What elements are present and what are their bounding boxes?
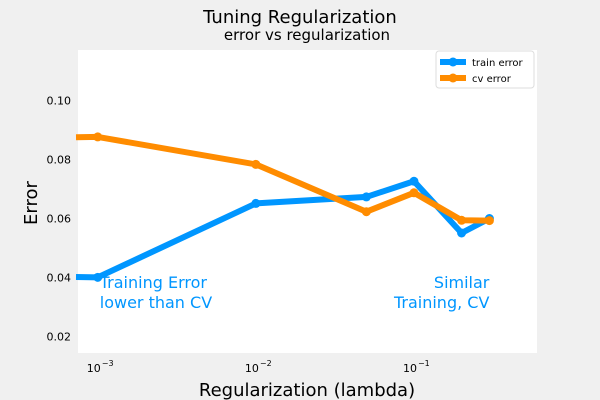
legend-label: train error <box>472 58 524 69</box>
data-point <box>93 272 103 282</box>
legend-label: cv error <box>472 74 512 85</box>
x-tick-exponent: −3 <box>102 359 114 368</box>
y-tick-label: 0.08 <box>47 153 72 166</box>
data-point <box>484 216 494 226</box>
x-tick-label: 10 <box>403 362 417 375</box>
y-tick-label: 0.06 <box>47 212 72 225</box>
chart-title: Tuning Regularization <box>202 7 397 28</box>
series-group <box>75 132 494 282</box>
x-tick-exponent: −2 <box>260 359 272 368</box>
x-tick-exponent: −1 <box>418 359 430 368</box>
y-tick-label: 0.10 <box>47 94 72 107</box>
data-point <box>361 192 371 202</box>
legend-swatch-marker <box>448 57 458 67</box>
annotation-text: Training, CV <box>393 293 489 312</box>
legend-swatch-marker <box>448 73 458 83</box>
data-point <box>409 188 419 198</box>
annotation-text: lower than CV <box>100 293 212 312</box>
chart-subtitle: error vs regularization <box>224 26 390 44</box>
data-point <box>93 132 103 142</box>
annotation-text: Training Error <box>99 273 208 292</box>
data-point <box>251 159 261 169</box>
data-point <box>409 176 419 186</box>
y-tick-label: 0.04 <box>47 272 72 285</box>
x-tick-label: 10 <box>87 362 101 375</box>
data-point <box>457 228 467 238</box>
y-axis-label: Error <box>21 180 42 224</box>
annotation-text: Similar <box>434 273 490 292</box>
y-tick-label: 0.02 <box>47 331 72 344</box>
data-point <box>457 215 467 225</box>
legend: train error cv error <box>435 50 535 89</box>
data-point <box>361 207 371 217</box>
x-axis-label: Regularization (lambda) <box>199 380 415 400</box>
x-tick-label: 10 <box>245 362 259 375</box>
data-point <box>251 198 261 208</box>
